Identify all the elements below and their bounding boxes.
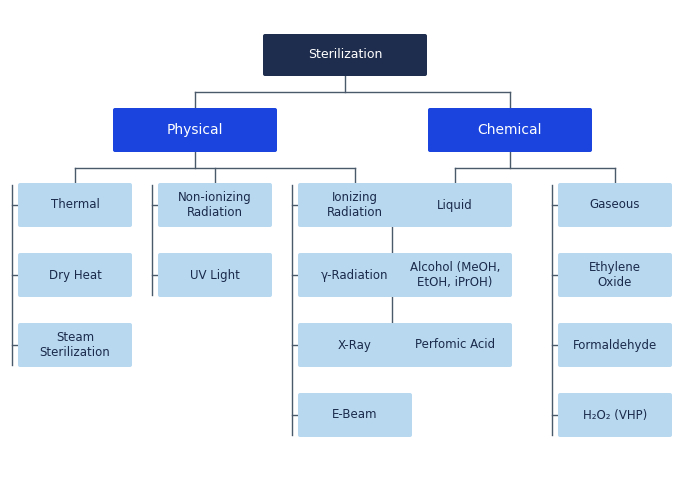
Text: Formaldehyde: Formaldehyde bbox=[573, 339, 657, 352]
FancyBboxPatch shape bbox=[428, 108, 592, 152]
Text: Physical: Physical bbox=[167, 123, 224, 137]
FancyBboxPatch shape bbox=[558, 183, 672, 227]
FancyBboxPatch shape bbox=[558, 393, 672, 437]
Text: Chemical: Chemical bbox=[477, 123, 542, 137]
FancyBboxPatch shape bbox=[113, 108, 277, 152]
FancyBboxPatch shape bbox=[263, 34, 427, 76]
FancyBboxPatch shape bbox=[398, 323, 512, 367]
Text: H₂O₂ (VHP): H₂O₂ (VHP) bbox=[583, 409, 647, 422]
FancyBboxPatch shape bbox=[298, 183, 412, 227]
Text: Non-ionizing
Radiation: Non-ionizing Radiation bbox=[178, 191, 252, 219]
Text: Ethylene
Oxide: Ethylene Oxide bbox=[589, 261, 641, 289]
Text: Sterilization: Sterilization bbox=[308, 48, 382, 62]
FancyBboxPatch shape bbox=[298, 253, 412, 297]
FancyBboxPatch shape bbox=[298, 323, 412, 367]
FancyBboxPatch shape bbox=[158, 253, 272, 297]
Text: Dry Heat: Dry Heat bbox=[48, 269, 101, 282]
FancyBboxPatch shape bbox=[158, 183, 272, 227]
Text: UV Light: UV Light bbox=[190, 269, 240, 282]
Text: X-Ray: X-Ray bbox=[338, 339, 372, 352]
Text: Alcohol (MeOH,
EtOH, iPrOH): Alcohol (MeOH, EtOH, iPrOH) bbox=[410, 261, 500, 289]
Text: Perfomic Acid: Perfomic Acid bbox=[415, 339, 495, 352]
FancyBboxPatch shape bbox=[398, 253, 512, 297]
Text: Gaseous: Gaseous bbox=[590, 199, 640, 211]
Text: Liquid: Liquid bbox=[437, 199, 473, 211]
Text: Steam
Sterilization: Steam Sterilization bbox=[39, 331, 110, 359]
FancyBboxPatch shape bbox=[18, 253, 132, 297]
Text: E-Beam: E-Beam bbox=[333, 409, 377, 422]
FancyBboxPatch shape bbox=[558, 323, 672, 367]
FancyBboxPatch shape bbox=[398, 183, 512, 227]
Text: γ-Radiation: γ-Radiation bbox=[322, 269, 388, 282]
FancyBboxPatch shape bbox=[558, 253, 672, 297]
Text: Ionizing
Radiation: Ionizing Radiation bbox=[327, 191, 383, 219]
FancyBboxPatch shape bbox=[18, 323, 132, 367]
FancyBboxPatch shape bbox=[298, 393, 412, 437]
Text: Thermal: Thermal bbox=[50, 199, 99, 211]
FancyBboxPatch shape bbox=[18, 183, 132, 227]
